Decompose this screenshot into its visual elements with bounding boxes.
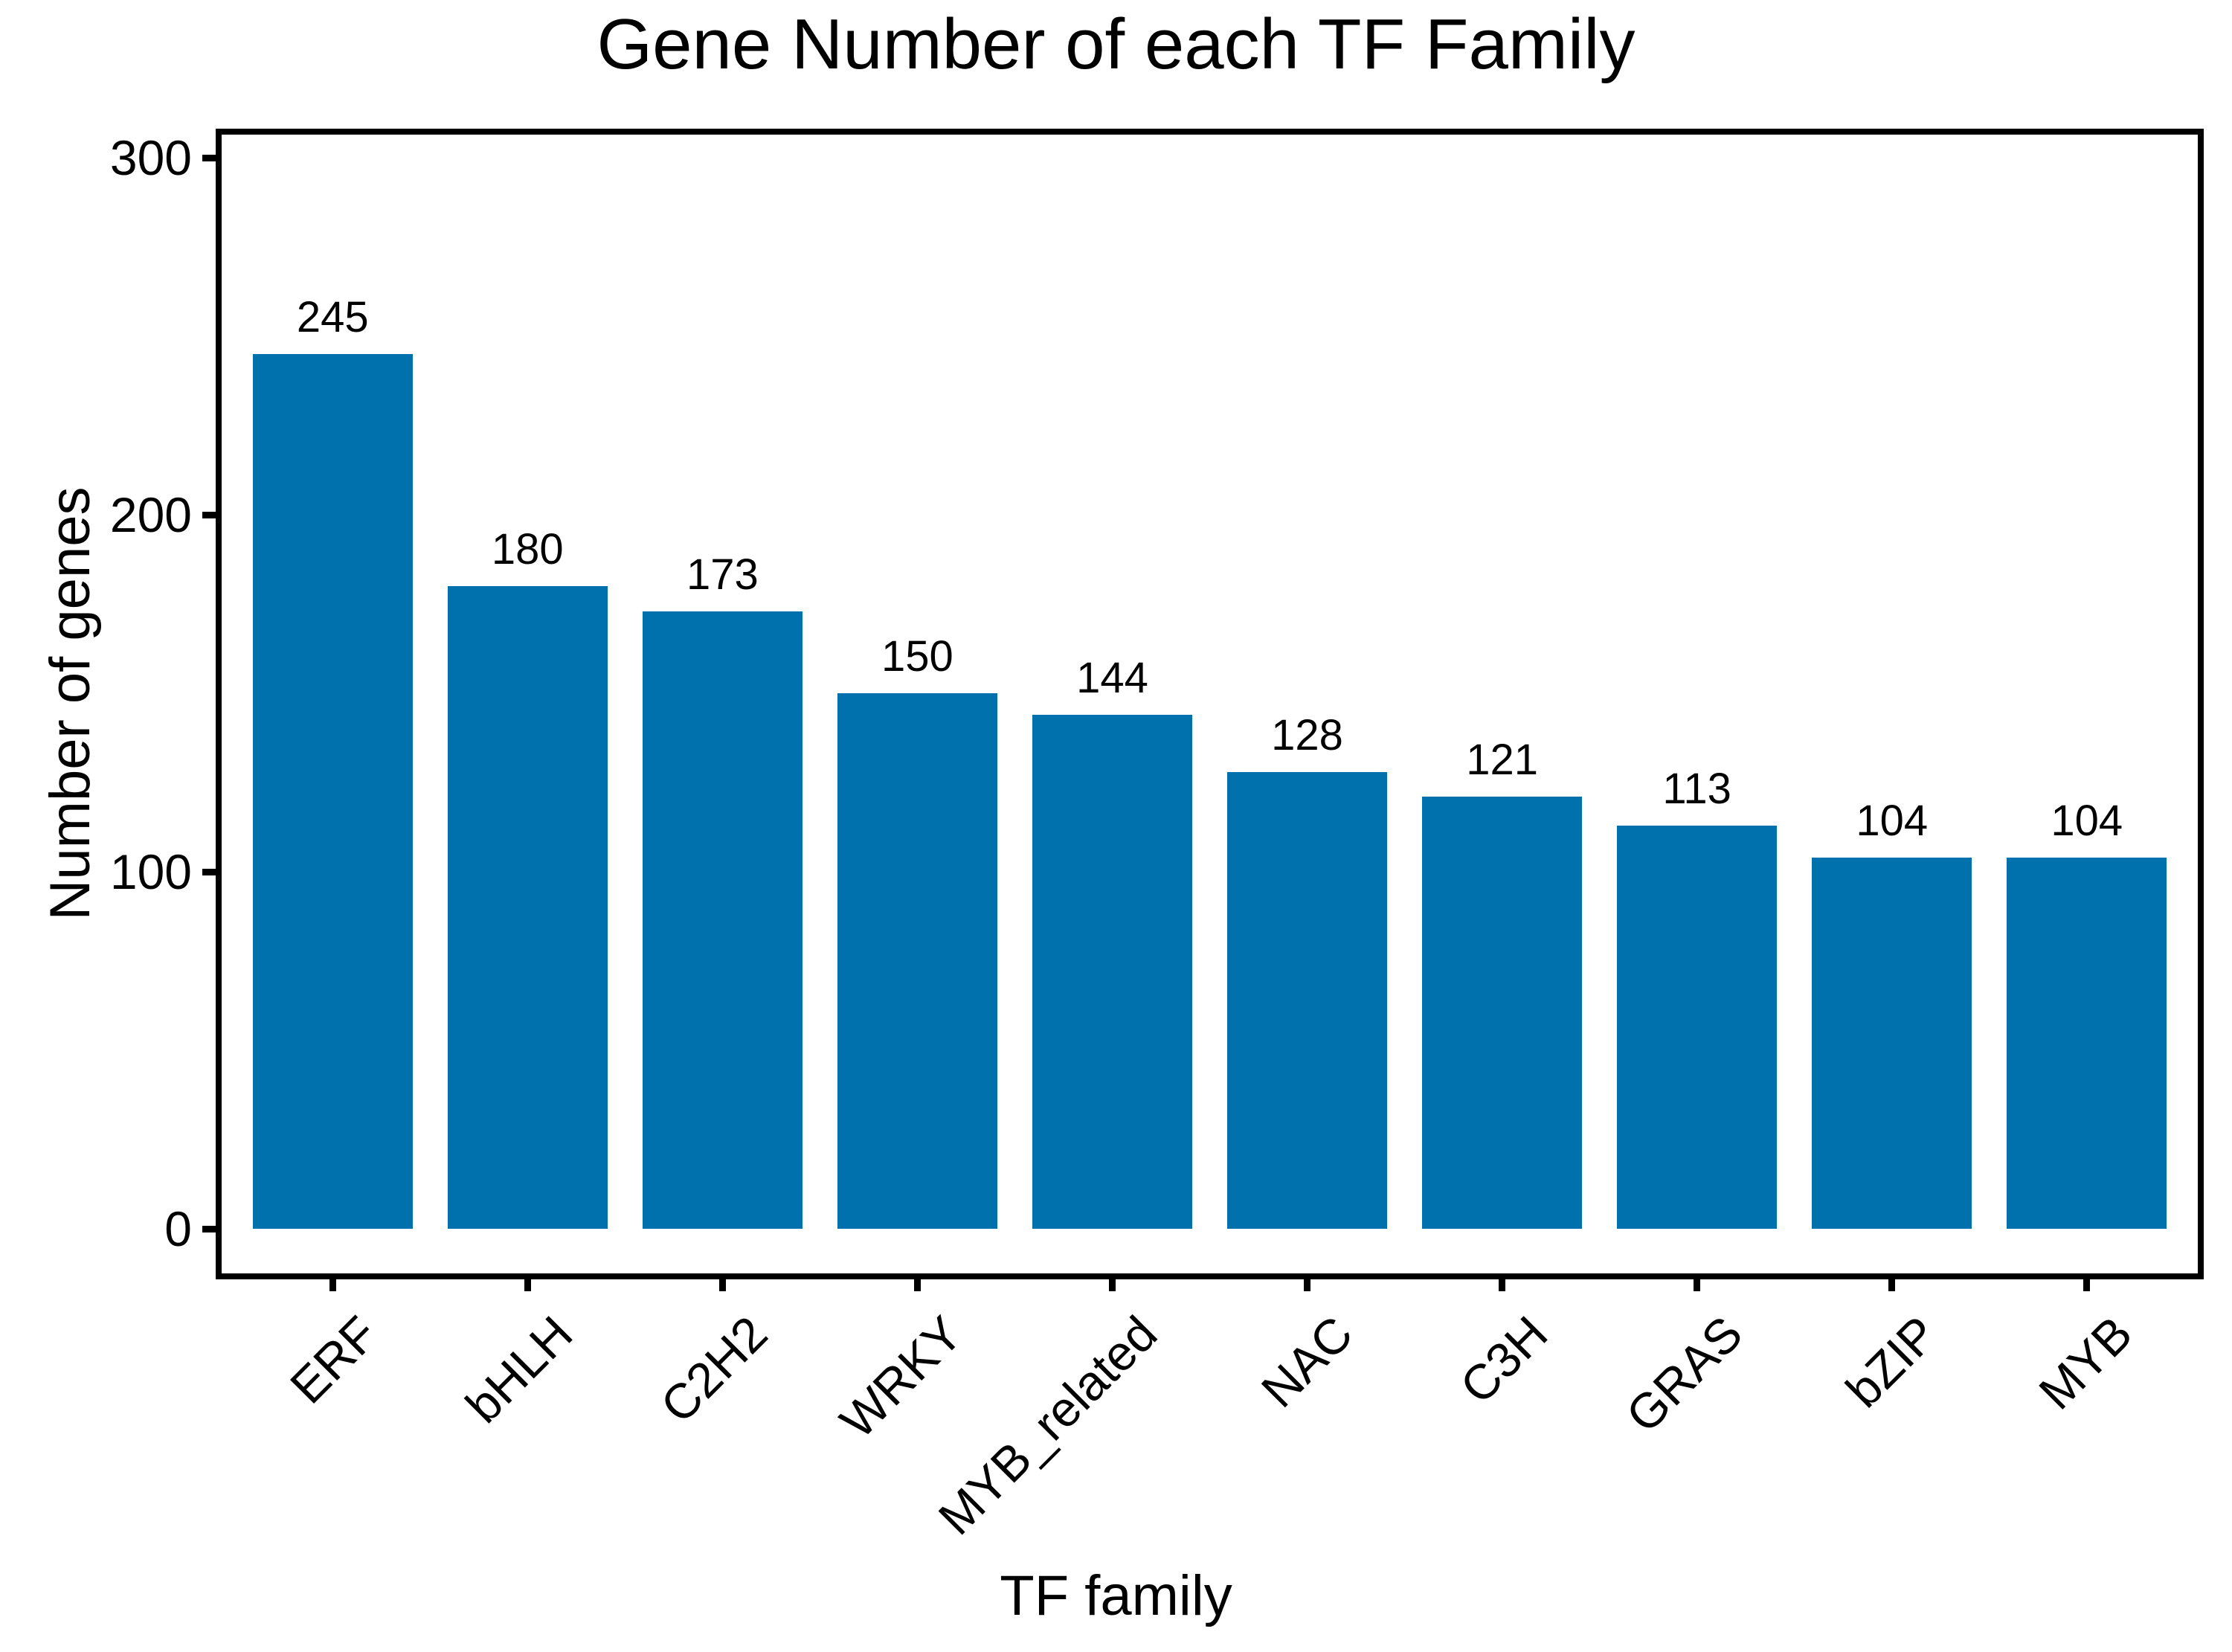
bar-value-label: 180 [491, 525, 564, 573]
bar-bZIP [1812, 857, 1972, 1229]
y-tick [202, 868, 216, 875]
y-tick [202, 1225, 216, 1232]
bar-value-label: 104 [1856, 796, 1929, 845]
x-tick [1499, 1279, 1506, 1291]
bar-value-label: 173 [686, 550, 759, 599]
x-tick [913, 1279, 921, 1291]
y-tick [202, 511, 216, 518]
y-tick-label: 200 [109, 487, 192, 542]
bar-bHLH [447, 586, 608, 1229]
bar-C3H [1422, 797, 1583, 1229]
bar-GRAS [1617, 825, 1778, 1229]
y-tick-label: 100 [109, 844, 192, 899]
bar-NAC [1227, 771, 1388, 1229]
y-tick-label: 0 [164, 1201, 192, 1256]
bar-value-label: 121 [1466, 736, 1538, 785]
y-tick [202, 154, 216, 161]
bar-C2H2 [642, 611, 803, 1229]
bar-ERF [252, 354, 413, 1229]
x-tick [1304, 1279, 1311, 1291]
bar-value-label: 150 [881, 632, 953, 681]
x-tick [718, 1279, 726, 1291]
x-tick [329, 1279, 336, 1291]
bar-value-label: 128 [1271, 710, 1343, 759]
y-axis-title: Number of genes [39, 486, 102, 921]
x-axis-title: TF family [1000, 1564, 1232, 1627]
x-tick [1888, 1279, 1896, 1291]
x-tick [1108, 1279, 1116, 1291]
chart-title: Gene Number of each TF Family [596, 4, 1636, 84]
x-tick [2083, 1279, 2091, 1291]
bar-MYB [2007, 857, 2167, 1229]
plot-area [216, 129, 2204, 1279]
x-tick [524, 1279, 531, 1291]
y-tick-label: 300 [109, 130, 192, 185]
bar-MYB_related [1032, 714, 1192, 1229]
bar-value-label: 113 [1662, 764, 1731, 813]
bar-WRKY [837, 693, 997, 1229]
bar-value-label: 245 [296, 293, 369, 341]
x-tick [1694, 1279, 1701, 1291]
bar-value-label: 104 [2051, 796, 2123, 845]
bar-value-label: 144 [1076, 653, 1148, 702]
